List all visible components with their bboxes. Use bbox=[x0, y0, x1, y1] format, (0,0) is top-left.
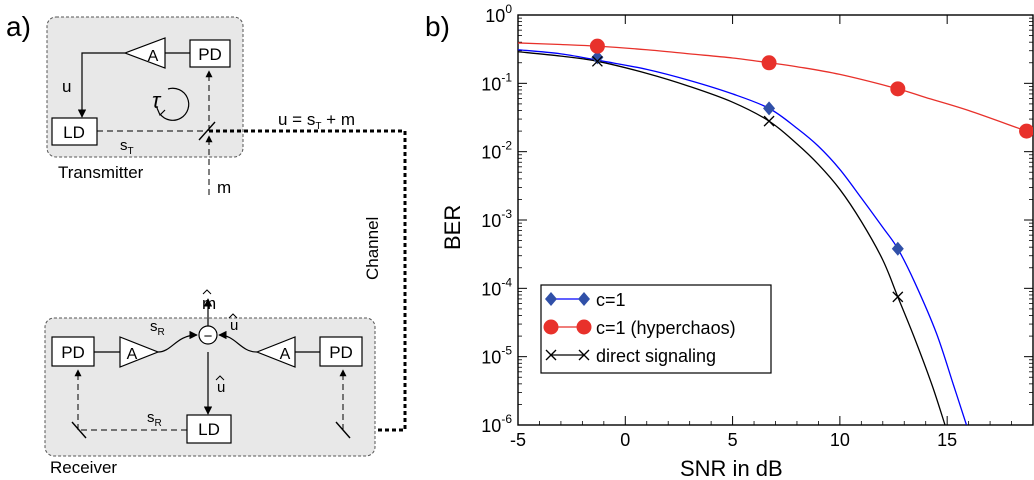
legend-marker bbox=[578, 349, 590, 361]
y-tick-label: 10-2 bbox=[481, 139, 512, 163]
transmitter-amplifier-label: A bbox=[148, 48, 159, 65]
receiver-pd-left-label: PD bbox=[61, 343, 85, 362]
receiver-mirror-left bbox=[71, 421, 87, 439]
receiver-u-hat-down-label: u bbox=[217, 379, 225, 396]
y-axis-label: BER bbox=[440, 205, 465, 250]
legend-label: c=1 bbox=[596, 290, 626, 310]
data-point-0 bbox=[591, 50, 604, 65]
transmitter-ld-label: LD bbox=[63, 123, 85, 142]
receiver-label: Receiver bbox=[50, 458, 117, 477]
data-point-1 bbox=[1019, 123, 1033, 139]
y-tick-label: 100 bbox=[485, 2, 512, 26]
receiver-pd-left-box bbox=[51, 336, 95, 367]
y-tick-label: 10-1 bbox=[481, 70, 512, 94]
transmitter-pd-label: PD bbox=[198, 45, 222, 64]
receiver-amplifier-left bbox=[119, 336, 160, 368]
receiver-amplifier-right-label: A bbox=[280, 346, 291, 363]
y-tick-label: 10-6 bbox=[481, 412, 512, 436]
receiver-pd-right-label: PD bbox=[329, 343, 353, 362]
receiver-ld-box bbox=[186, 414, 232, 444]
legend-marker bbox=[545, 349, 557, 361]
receiver-u-hat-label: u bbox=[230, 317, 238, 334]
panel-label-a: a) bbox=[6, 11, 31, 42]
y-tick-label: 10-5 bbox=[481, 344, 512, 368]
block-diagram: a) Transmitter PD A u LD sT τ m u = sT +… bbox=[6, 11, 407, 477]
subtractor-minus: − bbox=[204, 328, 213, 345]
legend-label: c=1 (hyperchaos) bbox=[596, 318, 736, 338]
axis-ticks bbox=[517, 14, 1034, 426]
y-tick-label: 10-4 bbox=[481, 275, 512, 299]
transmitter-u-label: u bbox=[62, 77, 71, 96]
receiver-pd-right-box bbox=[319, 336, 363, 367]
receiver-ld-label: LD bbox=[198, 420, 220, 439]
data-point-1 bbox=[589, 38, 605, 54]
feedback-loop-icon bbox=[159, 87, 190, 121]
receiver-m-hat-label: m bbox=[202, 294, 216, 313]
ber-chart: b) -5 0 5 10 15 100 10-1 10-2 10-3 10-4 10-5 10-6 S… bbox=[425, 2, 1034, 480]
legend: c=1 c=1 (hyperchaos) direct signaling bbox=[540, 284, 772, 374]
data-point-2 bbox=[892, 291, 904, 303]
data-point-0 bbox=[891, 241, 904, 256]
x-tick-label: 5 bbox=[728, 430, 738, 450]
receiver-sr-label: sR bbox=[150, 318, 165, 338]
data-point-1 bbox=[890, 81, 906, 97]
series-line-2 bbox=[518, 51, 946, 425]
data-point-0 bbox=[763, 101, 776, 116]
channel-label: Channel bbox=[363, 217, 382, 280]
receiver-amplifier-left-label: A bbox=[127, 346, 138, 363]
receiver-sr-bottom-label: sR bbox=[147, 409, 162, 429]
x-tick-label: 0 bbox=[620, 430, 630, 450]
legend-marker bbox=[576, 319, 592, 335]
transmitter-label: Transmitter bbox=[58, 163, 144, 182]
legend-marker bbox=[545, 292, 557, 306]
data-point-2 bbox=[591, 55, 603, 67]
legend-marker bbox=[578, 292, 590, 306]
transmitter-beam-splitter bbox=[198, 121, 216, 141]
legend-marker bbox=[543, 319, 559, 335]
data-point-2 bbox=[763, 115, 775, 127]
channel-equation: u = sT + m bbox=[278, 110, 355, 132]
message-m-label: m bbox=[217, 178, 231, 197]
series-line-0 bbox=[518, 49, 968, 425]
channel-line bbox=[209, 129, 407, 432]
x-axis-label: SNR in dB bbox=[680, 456, 783, 480]
x-tick-label: -5 bbox=[510, 430, 526, 450]
transmitter-ld-box bbox=[51, 117, 98, 146]
x-tick-label: 15 bbox=[937, 430, 957, 450]
transmitter-s-label: sT bbox=[120, 137, 134, 157]
tick-labels: -5 0 5 10 15 100 10-1 10-2 10-3 10-4 10-5 10-6 bbox=[481, 2, 957, 450]
x-tick-label: 10 bbox=[830, 430, 850, 450]
data-point-1 bbox=[761, 55, 777, 71]
y-tick-label: 10-3 bbox=[481, 207, 512, 231]
legend-label: direct signaling bbox=[596, 346, 716, 366]
panel-label-b: b) bbox=[425, 11, 450, 42]
tau-label: τ bbox=[152, 88, 162, 113]
series-markers bbox=[589, 38, 1033, 303]
